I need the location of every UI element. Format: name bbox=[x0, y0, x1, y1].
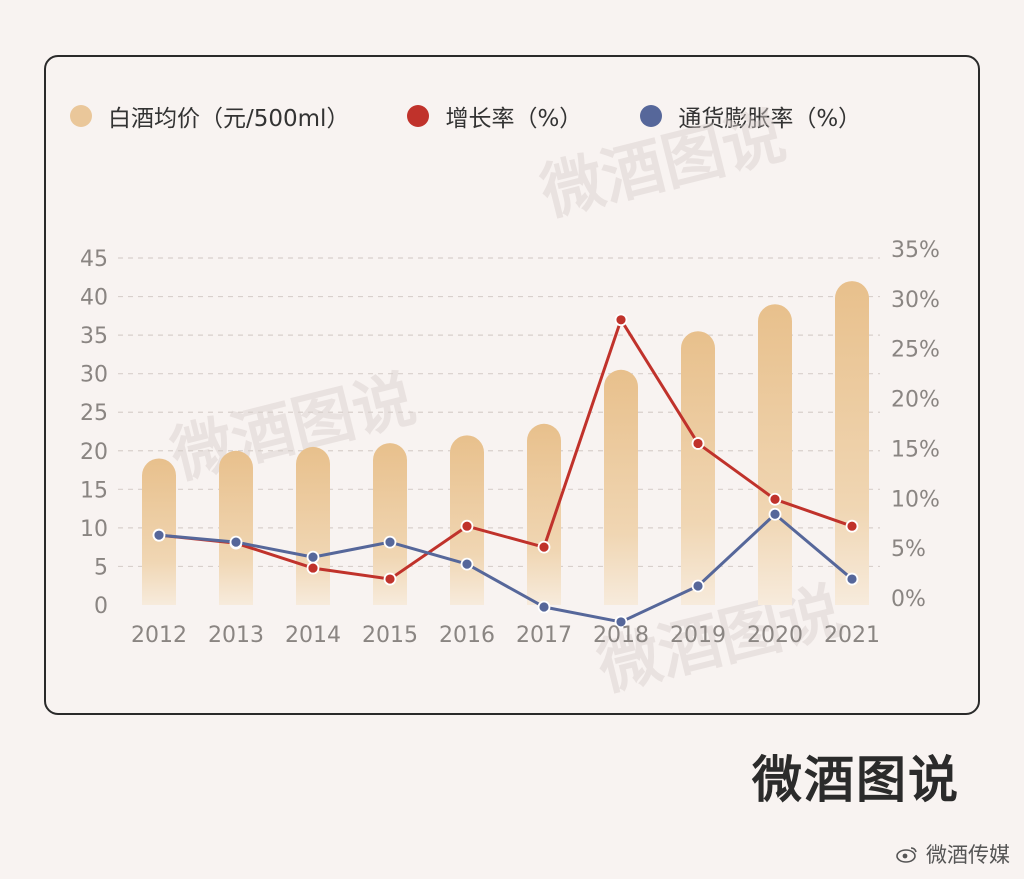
growth-point-2020 bbox=[768, 492, 782, 506]
y-left-tick-35: 35 bbox=[80, 324, 108, 349]
y-left-tick-0: 0 bbox=[94, 594, 108, 619]
y-right-tick-15%: 15% bbox=[891, 437, 940, 462]
weibo-label: 微酒传媒 bbox=[926, 843, 1010, 867]
legend-swatch-growth bbox=[407, 105, 430, 127]
growth-point-2014 bbox=[306, 561, 320, 575]
weibo-icon bbox=[896, 847, 917, 863]
x-tick-2012: 2012 bbox=[131, 623, 187, 648]
watermark-text-0: 微酒图说 bbox=[533, 99, 792, 230]
x-tick-2015: 2015 bbox=[362, 623, 418, 648]
y-left-tick-20: 20 bbox=[80, 440, 108, 465]
y-right-tick-25%: 25% bbox=[891, 338, 940, 363]
bar-2019 bbox=[681, 331, 715, 605]
inflation-point-2018 bbox=[614, 615, 628, 629]
y-left-tick-10: 10 bbox=[80, 517, 108, 542]
x-tick-2018: 2018 bbox=[593, 623, 649, 648]
y-left-tick-15: 15 bbox=[80, 478, 108, 503]
inflation-point-2013 bbox=[229, 535, 243, 549]
bar-2015 bbox=[373, 443, 407, 605]
chart-card bbox=[44, 55, 980, 715]
weibo-watermark: 微酒传媒 bbox=[896, 839, 1010, 869]
brand-logo: 微酒图说 bbox=[752, 751, 960, 809]
bar-2014 bbox=[296, 446, 330, 605]
inflation-point-2021 bbox=[845, 572, 859, 586]
y-left-tick-45: 45 bbox=[80, 247, 108, 272]
y-right-tick-10%: 10% bbox=[891, 487, 940, 512]
y-right-tick-20%: 20% bbox=[891, 388, 940, 413]
inflation-point-2016 bbox=[460, 557, 474, 571]
y-left-tick-40: 40 bbox=[80, 286, 108, 311]
x-tick-2019: 2019 bbox=[670, 623, 726, 648]
growth-point-2018 bbox=[614, 313, 628, 327]
growth-point-2016 bbox=[460, 519, 474, 533]
y-left-tick-30: 30 bbox=[80, 363, 108, 388]
legend-item-price: 白酒均价（元/500ml） bbox=[70, 99, 349, 133]
bar-2021 bbox=[835, 281, 869, 605]
x-tick-2016: 2016 bbox=[439, 623, 495, 648]
y-left-tick-5: 5 bbox=[94, 555, 108, 580]
growth-point-2015 bbox=[383, 572, 397, 586]
bar-2017 bbox=[527, 423, 561, 605]
y-right-tick-0%: 0% bbox=[891, 587, 926, 612]
inflation-point-2017 bbox=[537, 600, 551, 614]
legend-item-growth: 增长率（%） bbox=[407, 99, 582, 133]
growth-point-2017 bbox=[537, 540, 551, 554]
inflation-point-2014 bbox=[306, 550, 320, 564]
y-right-tick-35%: 35% bbox=[891, 238, 940, 263]
x-tick-2014: 2014 bbox=[285, 623, 341, 648]
legend-swatch-inflation bbox=[640, 105, 663, 127]
legend-label-price: 白酒均价（元/500ml） bbox=[108, 106, 350, 132]
legend-label-growth: 增长率（%） bbox=[445, 106, 583, 132]
inflation-point-2015 bbox=[383, 535, 397, 549]
growth-point-2021 bbox=[845, 519, 859, 533]
legend-label-inflation: 通货膨胀率（%） bbox=[678, 106, 862, 132]
growth-point-2019 bbox=[691, 437, 705, 450]
growth-line bbox=[158, 318, 853, 581]
bar-2020 bbox=[758, 304, 792, 605]
x-tick-2021: 2021 bbox=[824, 623, 880, 648]
chart-legend: 白酒均价（元/500ml） 增长率（%） 通货膨胀率（%） bbox=[70, 98, 919, 134]
x-tick-2017: 2017 bbox=[516, 623, 572, 648]
y-right-tick-30%: 30% bbox=[891, 288, 940, 313]
x-tick-2013: 2013 bbox=[208, 623, 264, 648]
inflation-point-2019 bbox=[691, 579, 705, 593]
inflation-line bbox=[158, 512, 853, 624]
inflation-point-2020 bbox=[768, 507, 782, 521]
legend-item-inflation: 通货膨胀率（%） bbox=[640, 99, 861, 133]
y-right-tick-5%: 5% bbox=[891, 537, 926, 562]
bar-2013 bbox=[219, 450, 253, 605]
inflation-point-2012 bbox=[152, 528, 166, 542]
x-tick-2020: 2020 bbox=[747, 623, 803, 648]
legend-swatch-price bbox=[70, 105, 92, 127]
y-left-tick-25: 25 bbox=[80, 401, 108, 426]
bar-2018 bbox=[604, 369, 638, 605]
